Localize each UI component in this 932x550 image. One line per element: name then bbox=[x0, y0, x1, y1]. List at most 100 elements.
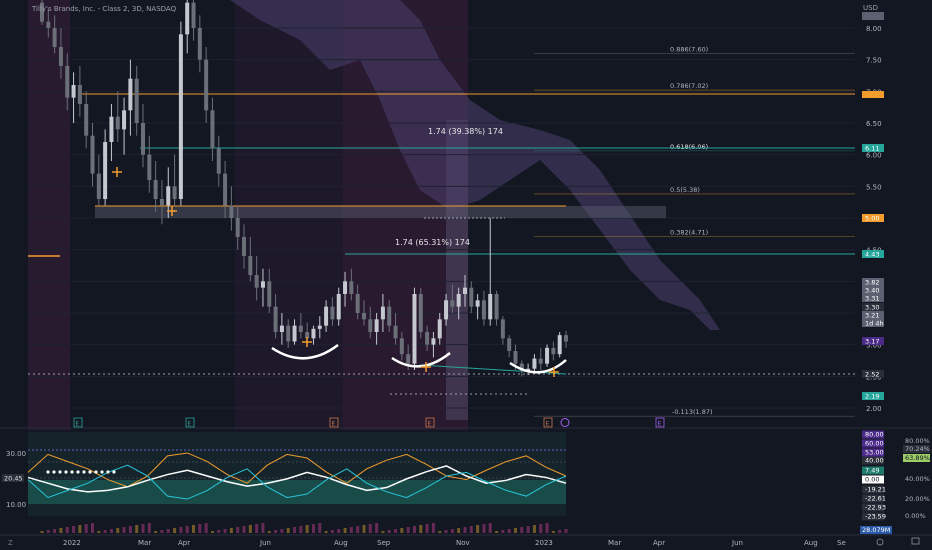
time-tick-6: Nov bbox=[456, 539, 470, 547]
volume-label-bg bbox=[860, 526, 892, 534]
volume-bar-16 bbox=[141, 524, 145, 533]
volume-bar-6 bbox=[78, 525, 82, 533]
candle-body-24 bbox=[191, 2, 196, 29]
timezone-icon[interactable]: Z bbox=[8, 539, 13, 547]
candle-body-1 bbox=[46, 21, 51, 28]
price-tick-3: 6.50 bbox=[866, 120, 882, 128]
time-tick-3: Jun bbox=[259, 539, 271, 547]
ind-left-label: 20.45 bbox=[4, 475, 23, 483]
volume-bar-77 bbox=[526, 526, 530, 533]
volume-bar-57 bbox=[400, 528, 404, 533]
candle-body-35 bbox=[260, 281, 265, 288]
ind-mid-bg-0 bbox=[862, 430, 884, 439]
candle-body-72 bbox=[494, 294, 499, 320]
candle-body-83 bbox=[564, 335, 568, 342]
candle-body-48 bbox=[343, 281, 348, 294]
arc-2 bbox=[391, 352, 451, 368]
price-tag-text-6: 3.30 bbox=[865, 304, 879, 312]
candle-body-2 bbox=[52, 28, 57, 47]
candle-body-33 bbox=[248, 256, 253, 275]
volume-bar-30 bbox=[229, 528, 233, 533]
price-tag-1 bbox=[862, 214, 884, 222]
volume-bar-37 bbox=[274, 530, 278, 533]
candle-body-7 bbox=[84, 104, 89, 136]
time-axis: 2022 Mar Apr Jun Aug Sep Nov 2023 Mar Apr Jun Aug Se bbox=[63, 539, 846, 547]
candle-body-69 bbox=[475, 300, 480, 307]
candle-body-21 bbox=[172, 186, 177, 199]
fib-label-4: 0.382(4.71) bbox=[670, 228, 708, 236]
volume-bar-79 bbox=[539, 524, 543, 533]
candle-body-22 bbox=[178, 34, 183, 200]
indicator-band bbox=[28, 480, 566, 504]
candle-body-65 bbox=[450, 300, 455, 307]
arc-3 bbox=[509, 359, 567, 374]
candle-body-36 bbox=[267, 281, 272, 307]
currency-label: USD bbox=[863, 4, 878, 12]
candle-body-11 bbox=[109, 116, 114, 142]
volume-bar-69 bbox=[476, 525, 480, 533]
chart-title: Tilly's Brands, Inc. - Class 2, 3D, NASD… bbox=[31, 5, 177, 13]
price-tag-text-4: 3.40 bbox=[865, 287, 879, 295]
cross-5 bbox=[549, 367, 559, 377]
price-tag-text-0: 6.11 bbox=[865, 145, 879, 153]
candle-body-25 bbox=[197, 28, 202, 60]
indicator-dot-2 bbox=[58, 470, 62, 474]
price-tick-1: 7.50 bbox=[866, 57, 882, 65]
price-tag-text-10: 2.52 bbox=[865, 371, 879, 379]
candle-body-55 bbox=[387, 306, 392, 326]
cross-2 bbox=[167, 206, 177, 216]
candle-body-74 bbox=[507, 338, 512, 351]
ind-mid-bg-8 bbox=[862, 503, 884, 512]
candle-body-27 bbox=[210, 110, 215, 149]
ind-right-label-3: 40.00% bbox=[905, 475, 930, 483]
time-tick-11: Aug bbox=[804, 539, 818, 547]
price-tag-3 bbox=[862, 278, 884, 286]
volume-bar-65 bbox=[450, 529, 454, 533]
volume-bar-31 bbox=[236, 527, 240, 533]
ind-left-tick-0: 30.00 bbox=[6, 450, 26, 458]
candle-body-6 bbox=[77, 85, 82, 104]
gear-icon[interactable] bbox=[876, 538, 884, 546]
ind-mid-bg-1 bbox=[862, 439, 884, 448]
fib-label-2: 0.618(6.06) bbox=[670, 143, 708, 151]
time-tick-4: Aug bbox=[334, 539, 348, 547]
candle-body-16 bbox=[141, 123, 146, 155]
candle-body-12 bbox=[115, 116, 120, 130]
time-tick-7: 2023 bbox=[535, 539, 553, 547]
candle-body-80 bbox=[545, 347, 550, 364]
candle-body-66 bbox=[456, 294, 461, 307]
volume-bar-44 bbox=[318, 523, 322, 533]
gray-zone bbox=[95, 206, 666, 218]
candle-body-47 bbox=[336, 294, 341, 320]
candle-body-53 bbox=[374, 319, 379, 332]
volume-bar-27 bbox=[210, 531, 214, 533]
candle-body-54 bbox=[380, 306, 385, 320]
candle-body-8 bbox=[90, 135, 95, 174]
indicator-dot-4 bbox=[70, 470, 74, 474]
fib-label-5: -0.113(1.87) bbox=[672, 408, 713, 416]
top-price-tag bbox=[862, 12, 884, 20]
indicator-line-white bbox=[27, 465, 567, 493]
volume-bar-28 bbox=[217, 530, 221, 533]
price-tick-12: 2.00 bbox=[866, 405, 882, 413]
indicator-dot-3 bbox=[64, 470, 68, 474]
candle-body-38 bbox=[279, 325, 284, 332]
price-tag-2 bbox=[862, 250, 884, 258]
volume-bar-61 bbox=[425, 524, 429, 533]
candle-body-81 bbox=[551, 347, 556, 355]
indicator-pane bbox=[28, 432, 566, 516]
indicator-dot-7 bbox=[88, 470, 92, 474]
price-tag-text-8: 1d 4h bbox=[865, 320, 884, 328]
camera-icon[interactable] bbox=[911, 537, 920, 545]
volume-bar-50 bbox=[356, 526, 360, 533]
volume-bar-18 bbox=[154, 531, 158, 533]
volume-bar-78 bbox=[532, 525, 536, 533]
volume-bar-45 bbox=[324, 531, 328, 533]
volume-bar-66 bbox=[457, 528, 461, 533]
ind-mid-label-4: 7.49 bbox=[865, 467, 879, 475]
earnings-box-5 bbox=[655, 417, 665, 428]
earnings-label-3: E bbox=[428, 421, 432, 428]
ind-mid-bg-9 bbox=[862, 512, 884, 521]
time-tick-9: Apr bbox=[653, 539, 665, 547]
